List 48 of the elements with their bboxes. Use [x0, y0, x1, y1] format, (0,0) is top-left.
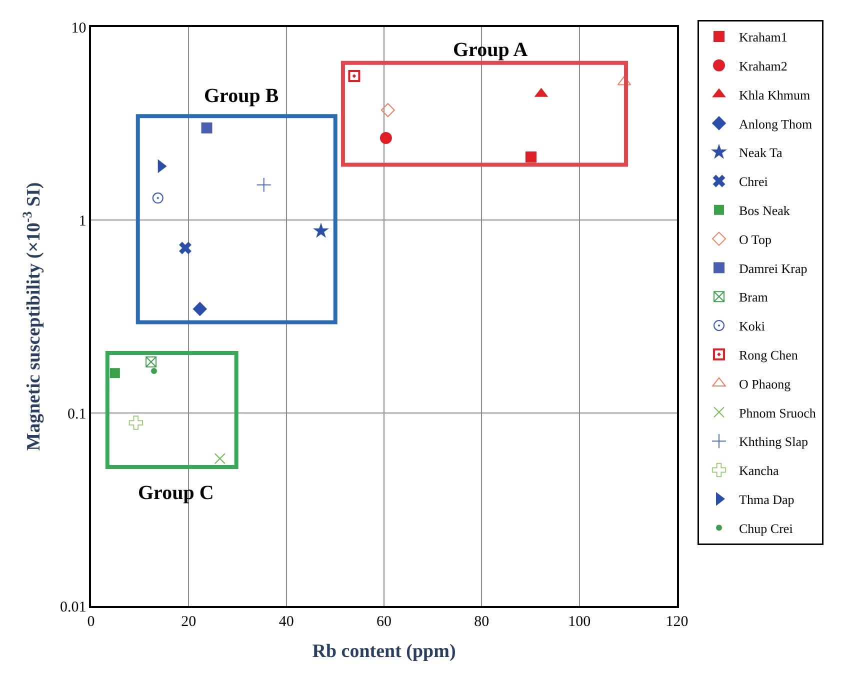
legend-label: Chup Crei [739, 520, 794, 536]
point [110, 368, 120, 378]
annotation: Group B [204, 85, 279, 107]
x-tick-label: 40 [278, 614, 294, 630]
point [313, 222, 329, 238]
x-tick-label: 100 [568, 614, 591, 630]
point [152, 192, 164, 204]
legend-label: Kancha [739, 463, 779, 478]
legend-label: Rong Chen [739, 347, 798, 362]
point [201, 122, 212, 134]
legend-label: Khla Khmum [739, 87, 810, 102]
point [525, 152, 536, 163]
legend-label: O Top [739, 232, 772, 247]
x-tick-label: 20 [181, 614, 196, 630]
x-tick-label: 80 [474, 614, 490, 630]
point [128, 416, 144, 430]
point [256, 177, 272, 192]
legend-label: Khthing Slap [739, 434, 808, 450]
legend-label: Anlong Thom [739, 116, 812, 132]
x-tick-label: 120 [666, 614, 688, 630]
point [380, 103, 395, 118]
legend-label: O Phaong [739, 376, 792, 392]
legend-label: Kraham1 [739, 30, 788, 45]
legend-label: Bram [739, 290, 768, 305]
x-tick-label: 60 [376, 614, 392, 630]
point [151, 368, 157, 374]
y-tick-label: 0.1 [68, 406, 86, 422]
y-tick-label: 0.01 [60, 599, 86, 616]
y-tick-label: 1 [78, 213, 86, 230]
point [146, 356, 157, 368]
legend-label: Kraham2 [739, 58, 788, 74]
legend-label: Damrei Krap [739, 260, 808, 276]
x-axis-title: Rb content (ppm) [312, 641, 456, 662]
legend-label: Phnom Sruoch [739, 405, 816, 420]
point [192, 302, 208, 316]
legend-label: Bos Neak [739, 202, 790, 218]
point [214, 453, 226, 464]
annotation: Group A [453, 39, 528, 61]
legend-label: Koki [739, 318, 766, 334]
annotation: Group C [138, 482, 214, 504]
legend-label: Neak Ta [739, 145, 782, 160]
point [348, 70, 360, 82]
point [179, 242, 192, 254]
x-tick-label: 0 [87, 614, 95, 630]
legend-label: Thma Dap [739, 492, 794, 507]
y-tick-label: 10 [71, 20, 86, 36]
point [380, 132, 392, 144]
legend-label: Chrei [739, 174, 768, 190]
